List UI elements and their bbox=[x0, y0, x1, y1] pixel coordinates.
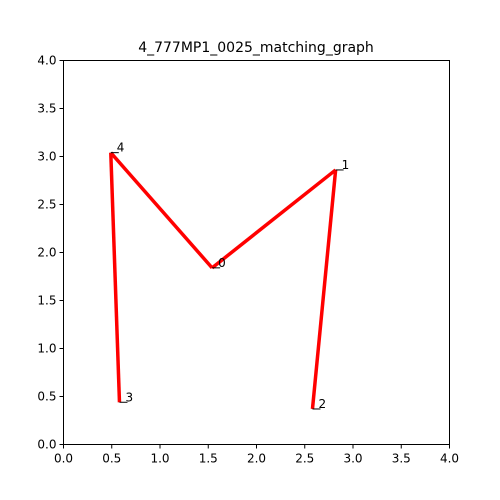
y-tick-label: 0.5 bbox=[37, 390, 56, 404]
plot-area-frame bbox=[63, 60, 450, 445]
y-tick-label: 1.0 bbox=[37, 342, 56, 356]
graph-edge bbox=[109, 151, 214, 270]
graph-edge bbox=[310, 169, 338, 410]
node-label: 2 bbox=[318, 397, 326, 411]
y-tick-label: 1.5 bbox=[37, 294, 56, 308]
x-tick-label: 3.0 bbox=[343, 452, 362, 466]
node-label: 1 bbox=[342, 158, 350, 172]
y-tick-label: 3.0 bbox=[37, 150, 56, 164]
chart-title: 4_777MP1_0025_matching_graph bbox=[138, 40, 374, 56]
node-label: 0 bbox=[218, 256, 226, 270]
x-tick-label: 2.0 bbox=[247, 452, 266, 466]
x-tick-label: 1.5 bbox=[199, 452, 218, 466]
y-tick-label: 2.0 bbox=[37, 246, 56, 260]
x-tick-label: 0.0 bbox=[54, 452, 73, 466]
x-axis: 0.0 0.5 1.0 1.5 2.0 2.5 3.0 3.5 4.0 bbox=[54, 444, 459, 466]
x-tick-label: 4.0 bbox=[440, 452, 459, 466]
x-tick-label: 3.5 bbox=[392, 452, 411, 466]
x-tick-label: 0.5 bbox=[102, 452, 121, 466]
x-tick-label: 1.0 bbox=[150, 452, 169, 466]
y-axis: 0.0 0.5 1.0 1.5 2.0 2.5 3.0 3.5 4.0 bbox=[37, 54, 64, 452]
graph-edges bbox=[109, 151, 338, 410]
y-tick-label: 4.0 bbox=[37, 54, 56, 68]
y-tick-label: 2.5 bbox=[37, 198, 56, 212]
node-label: 4 bbox=[117, 141, 125, 155]
graph-edge bbox=[211, 168, 337, 270]
node-label: 3 bbox=[125, 390, 133, 404]
y-tick-label: 3.5 bbox=[37, 102, 56, 116]
x-tick-label: 2.5 bbox=[295, 452, 314, 466]
y-tick-label: 0.0 bbox=[37, 438, 56, 452]
graph-nodes: 0 1 2 3 4 bbox=[110, 141, 350, 411]
graph-edge bbox=[109, 152, 122, 403]
